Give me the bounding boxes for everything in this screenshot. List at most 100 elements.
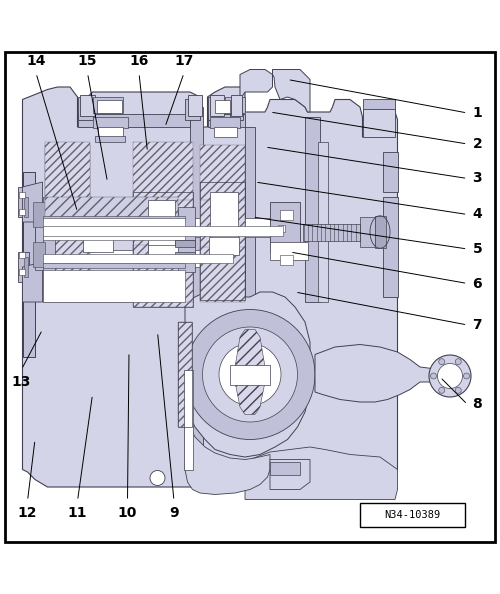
Text: 17: 17	[174, 54, 194, 68]
Bar	[208, 97, 220, 119]
Text: 6: 6	[472, 276, 482, 290]
Text: 16: 16	[130, 54, 148, 68]
Polygon shape	[22, 182, 42, 222]
Text: 13: 13	[12, 374, 31, 388]
Bar	[24, 197, 28, 217]
Bar	[19, 268, 25, 274]
Text: 12: 12	[18, 506, 37, 520]
Bar	[45, 142, 90, 200]
Bar	[42, 216, 185, 220]
Text: 10: 10	[118, 506, 137, 520]
Bar	[200, 247, 245, 302]
Bar	[42, 249, 237, 267]
Text: 7: 7	[472, 318, 482, 332]
Bar	[19, 208, 25, 214]
Bar	[360, 503, 465, 527]
Bar	[82, 237, 112, 252]
Bar	[80, 95, 95, 116]
Bar	[95, 136, 125, 142]
Bar	[200, 182, 245, 299]
Bar	[42, 219, 185, 239]
Bar	[42, 226, 282, 236]
Bar	[42, 197, 182, 302]
Text: 11: 11	[68, 506, 87, 520]
Bar	[132, 245, 192, 302]
Bar	[45, 277, 178, 297]
Bar	[210, 95, 224, 116]
Bar	[18, 252, 28, 282]
Polygon shape	[22, 262, 42, 302]
Text: 8: 8	[472, 397, 482, 412]
Bar	[42, 264, 55, 288]
Bar	[92, 97, 122, 113]
Bar	[382, 152, 398, 192]
Bar	[185, 100, 200, 119]
Bar	[270, 242, 308, 260]
Bar	[231, 95, 242, 116]
Bar	[190, 107, 202, 447]
Bar	[200, 144, 245, 200]
Bar	[42, 235, 55, 260]
Text: N34-10389: N34-10389	[384, 510, 440, 520]
Polygon shape	[245, 447, 398, 500]
Circle shape	[439, 387, 445, 393]
Bar	[214, 127, 236, 137]
Bar	[362, 109, 395, 137]
Circle shape	[438, 364, 462, 388]
Bar	[210, 117, 240, 128]
Circle shape	[455, 387, 461, 393]
Circle shape	[150, 470, 165, 485]
Text: 4: 4	[472, 207, 482, 222]
Circle shape	[464, 373, 469, 379]
Bar	[375, 216, 386, 248]
Polygon shape	[185, 292, 310, 469]
Bar	[42, 254, 232, 263]
Text: 5: 5	[472, 242, 482, 256]
Text: 15: 15	[78, 54, 97, 68]
Circle shape	[429, 355, 471, 397]
Bar	[318, 142, 328, 302]
Bar	[92, 117, 128, 128]
Circle shape	[455, 359, 461, 365]
Bar	[245, 127, 255, 447]
Bar	[19, 192, 25, 198]
Polygon shape	[185, 422, 270, 494]
Polygon shape	[22, 87, 398, 487]
Circle shape	[185, 309, 315, 440]
Text: 1: 1	[472, 106, 482, 120]
Bar	[270, 202, 300, 252]
Bar	[362, 100, 395, 119]
Bar	[45, 220, 90, 295]
Bar	[42, 207, 55, 231]
Bar	[175, 252, 195, 260]
Bar	[178, 322, 192, 427]
Bar	[45, 237, 90, 295]
Bar	[210, 192, 238, 242]
Bar	[278, 225, 285, 232]
Bar	[178, 207, 195, 239]
Bar	[45, 197, 178, 217]
Bar	[42, 270, 185, 302]
Bar	[132, 142, 192, 200]
Bar	[178, 322, 192, 427]
Bar	[42, 263, 185, 268]
Polygon shape	[272, 69, 310, 112]
Bar	[148, 245, 180, 262]
Bar	[302, 223, 362, 241]
Bar	[225, 97, 245, 113]
Circle shape	[430, 373, 436, 379]
Bar	[22, 172, 35, 357]
Bar	[178, 239, 195, 272]
Bar	[19, 252, 25, 258]
Circle shape	[202, 327, 298, 422]
Text: 9: 9	[169, 506, 179, 520]
Bar	[132, 192, 192, 307]
Bar	[148, 200, 175, 249]
Bar	[78, 97, 92, 119]
Bar	[305, 117, 320, 302]
Bar	[270, 462, 300, 475]
Circle shape	[439, 359, 445, 365]
Polygon shape	[315, 345, 460, 402]
Bar	[96, 100, 122, 113]
Polygon shape	[270, 460, 310, 489]
